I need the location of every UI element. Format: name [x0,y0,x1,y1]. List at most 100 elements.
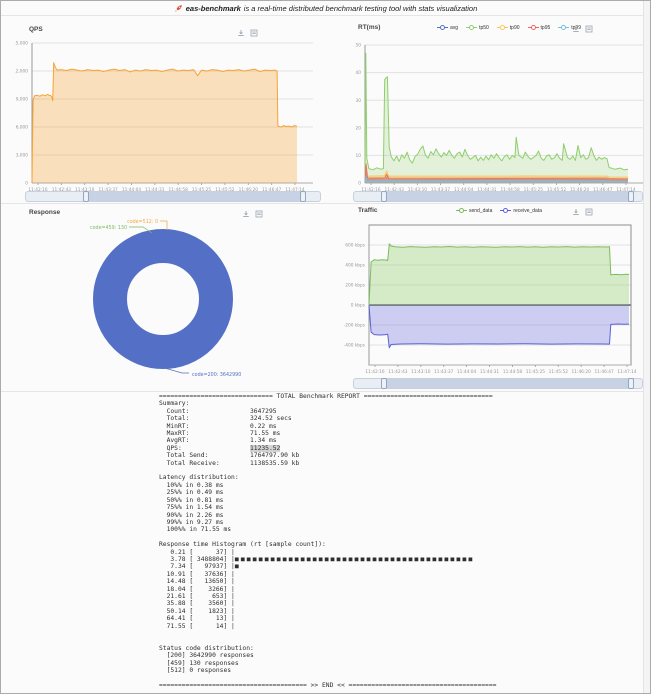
save-image-icon[interactable] [242,210,250,218]
chart-title-qps: QPS [29,26,43,33]
datazoom-slider-qps[interactable] [25,191,321,202]
legend-label: receive_data [513,207,542,214]
datazoom-window[interactable] [84,192,305,201]
legend-item-tp95[interactable]: tp95 [527,24,550,31]
traffic-chart[interactable]: 600 kbps 400 kbps 200 kbps 0 kbps -200 kbps -… [341,205,651,387]
svg-text:11:44:58: 11:44:58 [169,187,189,193]
datazoom-handle[interactable] [82,191,89,202]
svg-text:11:45:52: 11:45:52 [215,187,235,193]
save-image-icon[interactable] [237,29,245,37]
report-line: Count: 3647295 [159,407,277,415]
svg-text:11:45:52: 11:45:52 [547,187,567,193]
legend-item-receive_data[interactable]: receive_data [500,207,542,214]
donut-label-code=512: code=512: 0 [127,219,158,225]
toolbox-traffic [572,208,593,216]
svg-text:11:42:43: 11:42:43 [388,369,408,375]
report-line: 90%% in 2.26 ms [159,511,224,519]
legend-item-tp50[interactable]: tp50 [466,24,489,31]
report-line: QPS: 11235.52 [159,444,281,452]
report-line: 25%% in 0.49 ms [159,489,224,497]
data-view-icon[interactable] [585,25,593,33]
toolbox-qps [237,29,258,37]
report-line: 18.04 [ 3266] | [159,585,235,593]
svg-text:15,000: 15,000 [15,41,28,47]
svg-text:0: 0 [358,181,361,187]
svg-text:11:45:25: 11:45:25 [192,187,212,193]
svg-text:-200 kbps: -200 kbps [344,323,366,329]
svg-text:20: 20 [356,125,362,131]
benchmark-report: ============================== TOTAL Ben… [159,393,496,689]
app-title: is a real-time distributed benchmark tes… [243,3,478,13]
datazoom-window[interactable] [382,379,633,388]
svg-text:0: 0 [25,181,28,187]
datazoom-slider-traffic[interactable] [353,378,643,389]
svg-text:11:47:14: 11:47:14 [617,369,637,375]
datazoom-window[interactable] [382,192,633,201]
data-view-icon[interactable] [585,208,593,216]
report-line: Response time Histogram (rt [sample coun… [159,541,326,549]
svg-text:11:45:52: 11:45:52 [549,369,569,375]
report-line: Latency distribution: [159,474,239,482]
report-line: 100%% in 71.55 ms [159,526,232,534]
qps-chart[interactable]: 15,000 12,000 9,000 6,000 3,000 011:42:16 11:4… [15,17,337,195]
chart-title-response: Response [29,209,61,216]
datazoom-slider-rt[interactable] [353,191,643,202]
toolbox-rt [572,25,593,33]
report-line [159,674,496,681]
report-line [159,637,496,644]
report-line: 35.88 [ 3560] | [159,600,235,608]
svg-text:30: 30 [356,98,362,104]
scrollbar[interactable] [643,1,650,693]
divider [1,15,650,16]
datazoom-handle[interactable] [628,378,635,389]
svg-text:0 kbps: 0 kbps [351,303,366,309]
legend-marker-icon [466,25,478,30]
svg-text:200 kbps: 200 kbps [345,283,366,289]
svg-text:11:47:14: 11:47:14 [285,187,305,193]
data-view-icon[interactable] [250,29,258,37]
data-view-icon[interactable] [255,210,263,218]
legend-label: avg [450,24,459,31]
report-line: MinRT: 0.22 ms [159,422,277,430]
save-image-icon[interactable] [572,208,580,216]
legend-item-avg[interactable]: avg [437,24,458,31]
app-title-bold: eas-benchmark [185,3,241,13]
report-line: MaxRT: 71.55 ms [159,430,281,438]
datazoom-handle[interactable] [380,191,387,202]
save-image-icon[interactable] [572,25,580,33]
svg-text:11:43:10: 11:43:10 [411,369,431,375]
svg-text:600 kbps: 600 kbps [345,243,366,249]
datazoom-handle[interactable] [380,378,387,389]
rt-chart[interactable]: 50 40 30 20 10 011:42:16 11:42:4311:43:1011:43… [341,17,651,195]
datazoom-handle[interactable] [628,191,635,202]
legend-label: send_data [469,207,493,214]
donut-label-code=200: code=200: 3642990 [192,372,241,378]
svg-text:11:45:25: 11:45:25 [524,187,544,193]
legend-marker-icon [496,25,508,30]
legend-item-send_data[interactable]: send_data [456,207,492,214]
report-line: Total Receive: 1138535.59 kb [159,459,300,467]
legend-item-tp90[interactable]: tp90 [496,24,520,31]
datazoom-handle[interactable] [300,191,307,202]
chart-title-traffic: Traffic [358,207,378,214]
report-line: 21.61 [ 653] | [159,592,235,600]
report-line: ======================================= … [159,681,497,689]
svg-text:11:42:43: 11:42:43 [52,187,72,193]
report-line: 50%% in 0.81 ms [159,496,224,504]
report-line: ============================== TOTAL Ben… [159,393,493,400]
svg-text:11:46:47: 11:46:47 [594,369,614,375]
svg-text:-400 kbps: -400 kbps [344,343,366,349]
legend-marker-icon [527,25,539,30]
divider [1,391,650,392]
report-line [159,630,496,637]
svg-text:11:44:31: 11:44:31 [480,369,500,375]
svg-text:11:43:10: 11:43:10 [75,187,95,193]
svg-text:6,000: 6,000 [16,125,29,131]
report-line: AvgRT: 1.34 ms [159,437,277,445]
report-line [159,534,496,541]
report-line: 50.14 [ 1823] | [159,607,235,615]
report-line: 7.34 [ 97937] |■ [159,563,241,571]
svg-text:11:46:20: 11:46:20 [239,187,259,193]
